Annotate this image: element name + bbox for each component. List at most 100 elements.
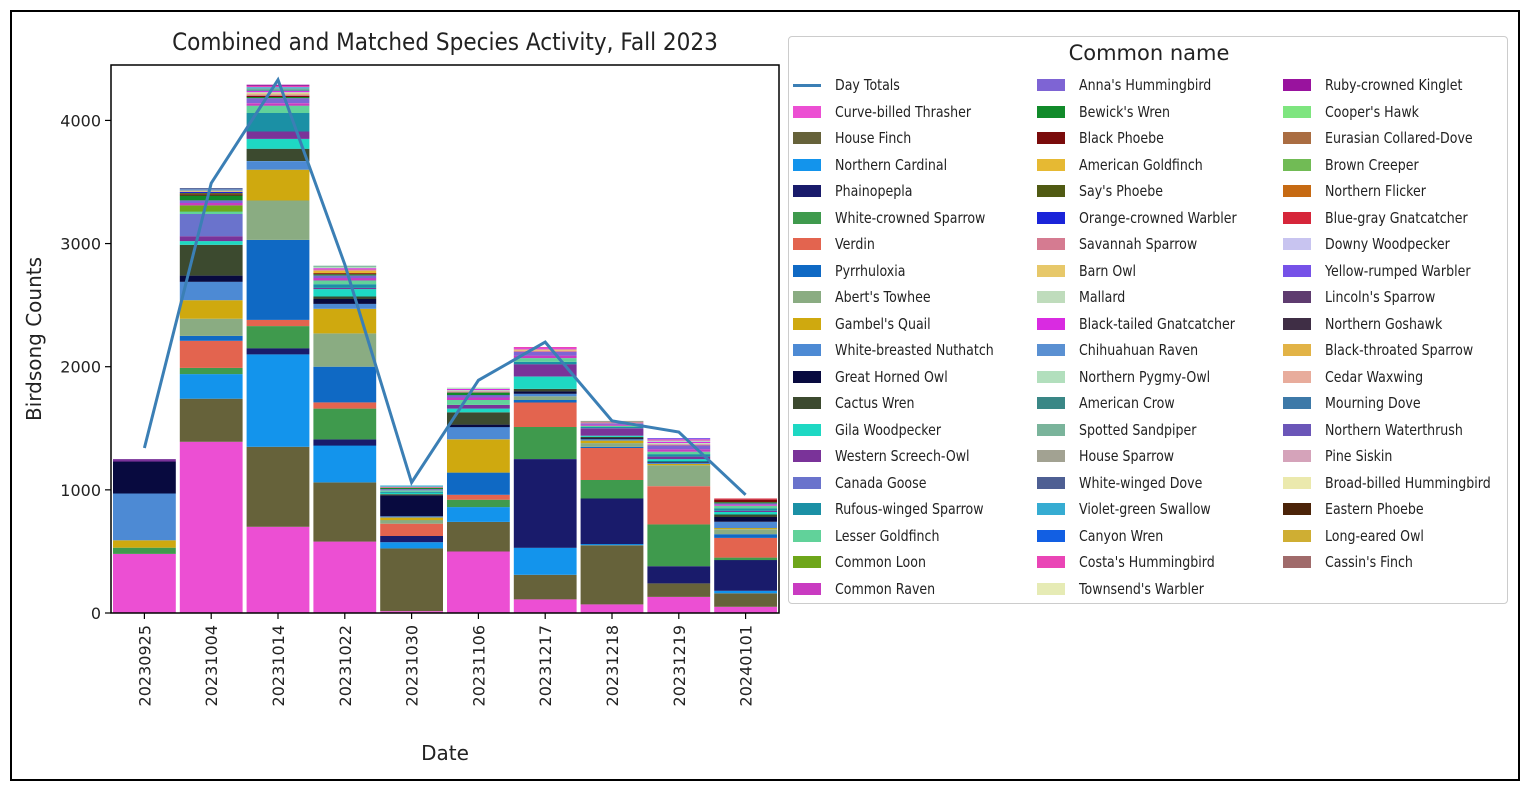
x-tick-label: 20231004 bbox=[202, 625, 221, 706]
legend-label: Ruby-crowned Kinglet bbox=[1325, 76, 1463, 94]
bar-segment bbox=[447, 427, 510, 440]
legend-entry: Mallard bbox=[1037, 285, 1134, 309]
legend-swatch bbox=[793, 423, 821, 436]
bar-segment bbox=[647, 439, 711, 441]
legend-label: Yellow-rumped Warbler bbox=[1325, 261, 1471, 280]
legend-entry: Broad-billed Hummingbird bbox=[1283, 471, 1522, 495]
bar-segment bbox=[313, 402, 377, 409]
legend-label: House Finch bbox=[835, 129, 912, 147]
legend-entry: Barn Owl bbox=[1037, 259, 1147, 283]
bar-segment bbox=[447, 391, 510, 393]
bar-segment bbox=[714, 528, 777, 530]
bar-segment bbox=[513, 388, 577, 392]
legend-entry: House Sparrow bbox=[1037, 444, 1192, 468]
bar-segment bbox=[580, 440, 644, 444]
legend-swatch bbox=[1283, 79, 1311, 91]
bar-segment bbox=[313, 303, 377, 309]
bar-segment bbox=[179, 335, 243, 341]
legend-entry: Mourning Dove bbox=[1283, 391, 1439, 415]
legend-swatch bbox=[793, 397, 821, 409]
legend-label: Mallard bbox=[1079, 288, 1126, 306]
bar-segment bbox=[313, 366, 377, 403]
bar-segment bbox=[647, 438, 711, 440]
bar-segment bbox=[714, 503, 777, 505]
bar-segment bbox=[513, 347, 577, 349]
bar-segment bbox=[580, 604, 644, 613]
legend-label: Say's Phoebe bbox=[1079, 182, 1164, 200]
legend-swatch bbox=[1037, 556, 1065, 568]
bar-segment bbox=[714, 514, 777, 517]
legend-entry: Pine Siskin bbox=[1283, 444, 1405, 468]
legend-label: Northern Waterthrush bbox=[1325, 420, 1463, 439]
bar-segment bbox=[380, 611, 443, 613]
bar-segment bbox=[179, 211, 243, 214]
legend-swatch bbox=[1283, 185, 1311, 197]
legend-swatch bbox=[1037, 344, 1065, 356]
legend-label: White-winged Dove bbox=[1079, 473, 1203, 492]
bar-segment bbox=[380, 517, 443, 521]
bar-segment bbox=[179, 374, 243, 399]
bar-segment bbox=[513, 547, 577, 575]
bar-segment bbox=[246, 84, 310, 86]
legend-swatch bbox=[1037, 423, 1065, 436]
bar-segment bbox=[580, 422, 644, 424]
bar-segment bbox=[513, 396, 577, 400]
bar-segment bbox=[513, 361, 577, 365]
bar-segment bbox=[647, 441, 711, 443]
legend: Common name Day Totals Curve-billed Thras… bbox=[788, 36, 1508, 604]
legend-label: White-crowned Sparrow bbox=[835, 208, 986, 227]
legend-swatch bbox=[793, 238, 821, 250]
bar-segment bbox=[113, 540, 176, 548]
legend-entry: Ruby-crowned Kinglet bbox=[1283, 73, 1489, 97]
bar-segment bbox=[580, 438, 644, 440]
legend-swatch bbox=[1037, 529, 1065, 542]
legend-entry: Northern Cardinal bbox=[793, 153, 968, 177]
bar-segment bbox=[113, 461, 176, 494]
legend-entry: Cedar Waxwing bbox=[1283, 365, 1442, 389]
legend-entry: Brown Creeper bbox=[1283, 153, 1437, 177]
bar-segment bbox=[647, 465, 711, 487]
bar-segment bbox=[380, 491, 443, 493]
legend-label: Northern Pygmy-Owl bbox=[1079, 367, 1211, 386]
y-tick-label: 3000 bbox=[60, 235, 101, 254]
legend-label: Black Phoebe bbox=[1079, 129, 1164, 147]
bar-segment bbox=[714, 590, 777, 594]
bar-segment bbox=[580, 435, 644, 437]
legend-swatch bbox=[1037, 582, 1065, 595]
bar-segment bbox=[380, 485, 443, 487]
legend-label: Gambel's Quail bbox=[835, 314, 931, 333]
legend-label: Chihuahuan Raven bbox=[1079, 341, 1199, 359]
legend-entry: Black-tailed Gnatcatcher bbox=[1037, 312, 1265, 336]
bar-segment bbox=[447, 551, 510, 613]
legend-entry: Day Totals bbox=[793, 73, 912, 97]
legend-swatch bbox=[1037, 476, 1065, 489]
legend-swatch bbox=[1037, 105, 1065, 118]
bar-segment bbox=[513, 355, 577, 359]
bar-segment bbox=[246, 526, 310, 613]
legend-swatch bbox=[1283, 211, 1311, 224]
legend-entry: Violet-green Swallow bbox=[1037, 497, 1236, 521]
legend-entry: Cooper's Hawk bbox=[1283, 100, 1437, 124]
legend-entry: Great Horned Owl bbox=[793, 365, 969, 389]
legend-label: Western Screech-Owl bbox=[835, 447, 970, 465]
bar-segment bbox=[714, 502, 777, 504]
legend-label: Mourning Dove bbox=[1325, 394, 1421, 412]
bar-segment bbox=[246, 95, 310, 97]
bar-segment bbox=[714, 521, 777, 529]
bar-segment bbox=[714, 510, 777, 512]
legend-swatch bbox=[1283, 291, 1311, 303]
bar-segment bbox=[380, 488, 443, 490]
legend-label: Barn Owl bbox=[1079, 261, 1137, 280]
x-tick-label: 20231014 bbox=[269, 625, 288, 706]
bar-segment bbox=[313, 278, 377, 281]
bar-segment bbox=[714, 505, 777, 509]
legend-entry: Pyrrhuloxia bbox=[793, 259, 919, 283]
bar-segment bbox=[513, 574, 577, 600]
bar-segment bbox=[714, 537, 777, 558]
legend-label: Spotted Sandpiper bbox=[1079, 420, 1197, 439]
plot-frame bbox=[110, 64, 780, 614]
x-tick-label: 20231030 bbox=[403, 625, 422, 706]
bar-segment bbox=[513, 348, 577, 350]
bar-segment bbox=[179, 214, 243, 237]
legend-swatch bbox=[1283, 105, 1311, 118]
